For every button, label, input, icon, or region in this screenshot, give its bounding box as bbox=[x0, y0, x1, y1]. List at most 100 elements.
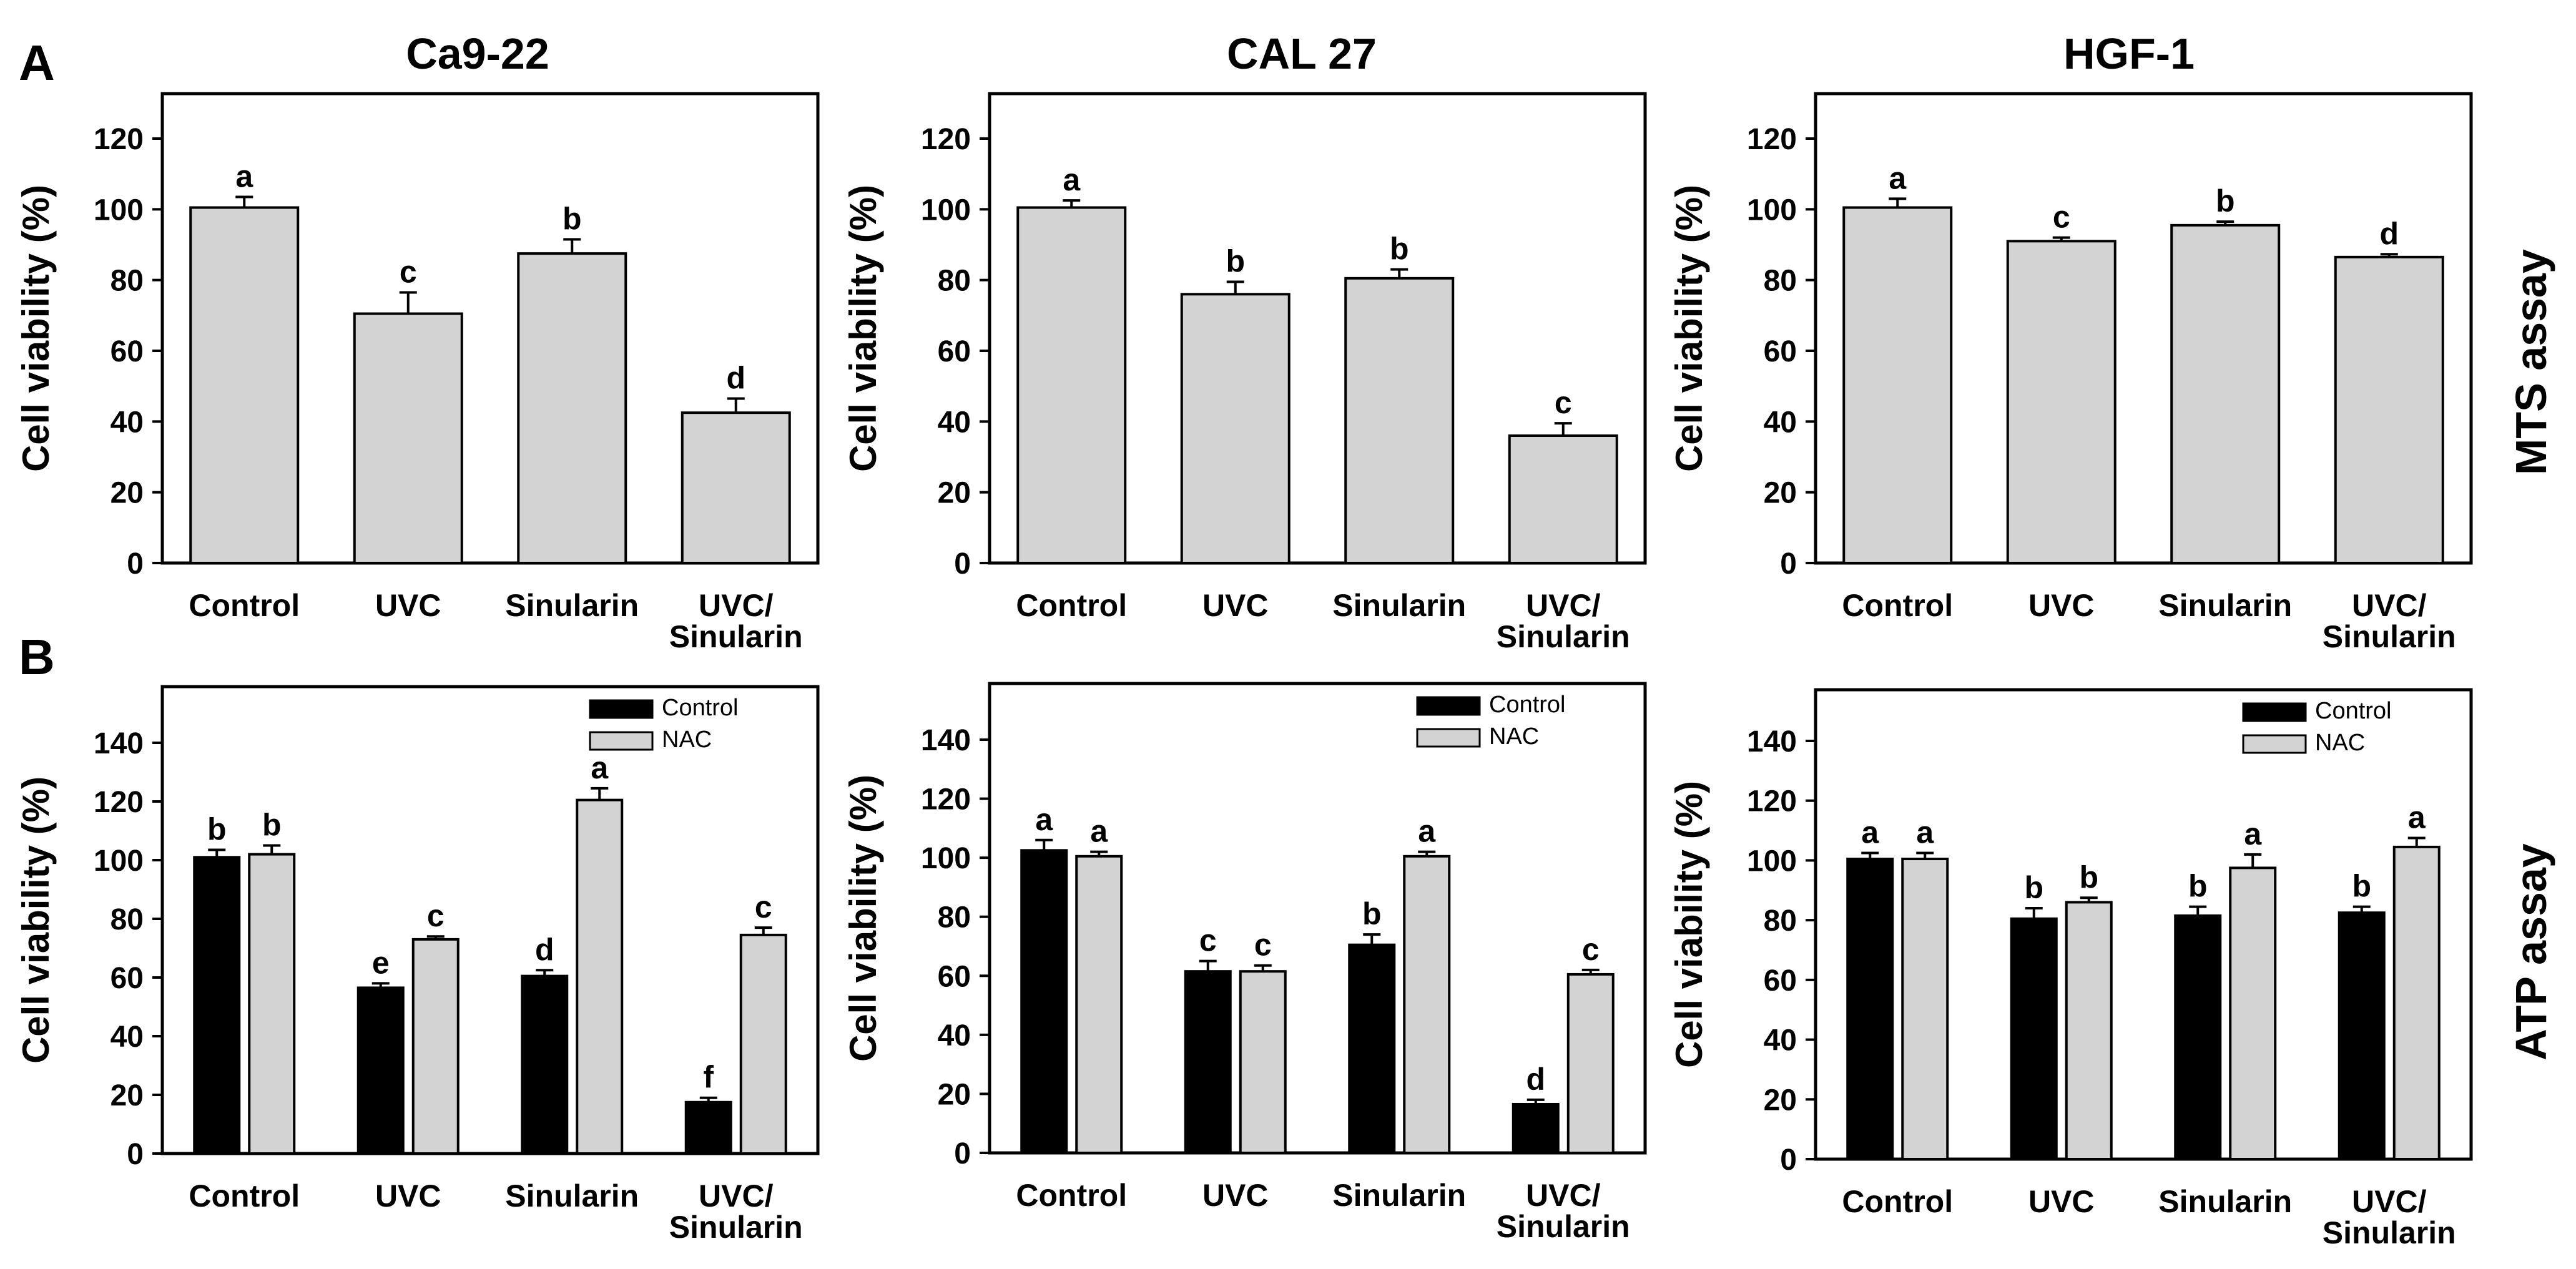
significance-label: a bbox=[1916, 815, 1934, 850]
y-tick-label: 120 bbox=[94, 123, 144, 156]
bar-nac-4 bbox=[739, 933, 787, 1155]
significance-label: a bbox=[2408, 800, 2426, 835]
significance-label: b bbox=[1390, 232, 1409, 267]
legend-label-control: Control bbox=[2315, 698, 2392, 724]
category-label: UVC bbox=[1202, 588, 1269, 623]
column-title-cal27: CAL 27 bbox=[1227, 29, 1377, 78]
y-tick-label: 100 bbox=[921, 842, 971, 875]
y-tick-label: 60 bbox=[111, 335, 144, 368]
y-tick-label: 0 bbox=[1780, 1144, 1797, 1177]
bar-control-2 bbox=[1184, 970, 1232, 1154]
legend-swatch-control bbox=[1416, 696, 1481, 716]
category-label: UVC/Sinularin bbox=[2323, 588, 2456, 654]
significance-label: d bbox=[2379, 216, 2399, 251]
y-tick-label: 120 bbox=[1747, 785, 1797, 818]
significance-label: a bbox=[1063, 162, 1081, 197]
plot-frame bbox=[1814, 688, 2473, 1161]
y-tick-label: 20 bbox=[1764, 477, 1797, 510]
bar-nac-1 bbox=[248, 853, 296, 1155]
plot-frame bbox=[988, 92, 1647, 565]
significance-label: a bbox=[1035, 802, 1053, 837]
bar-viability-1 bbox=[1016, 206, 1127, 564]
significance-label: c bbox=[1582, 932, 1600, 967]
chart-3: 0 20 40 60 80 100 120 Cell viability (%) a Contro… bbox=[1668, 92, 2473, 654]
significance-label: a bbox=[1090, 814, 1108, 849]
category-label: Sinularin bbox=[2158, 1184, 2292, 1219]
bar-control-3 bbox=[521, 974, 569, 1155]
y-tick-label: 60 bbox=[1764, 335, 1797, 368]
y-tick-label: 20 bbox=[1764, 1084, 1797, 1117]
y-tick-label: 20 bbox=[111, 1079, 144, 1112]
significance-label: a bbox=[1861, 815, 1879, 850]
y-tick-label: 120 bbox=[921, 123, 971, 156]
category-label: Control bbox=[189, 1178, 300, 1213]
bar-control-1 bbox=[1020, 849, 1068, 1154]
y-tick-label: 100 bbox=[94, 845, 144, 878]
significance-label: a bbox=[235, 159, 253, 194]
plot-frame bbox=[1814, 92, 2473, 565]
y-tick-label: 0 bbox=[1780, 547, 1797, 581]
bar-viability-3 bbox=[517, 252, 627, 564]
significance-label: b bbox=[2079, 860, 2098, 894]
bar-nac-3 bbox=[1403, 855, 1451, 1154]
significance-label: d bbox=[535, 932, 554, 967]
significance-label: a bbox=[1418, 814, 1436, 849]
y-axis-label: Cell viability (%) bbox=[1668, 781, 1710, 1068]
bar-viability-1 bbox=[1842, 206, 1953, 564]
y-tick-label: 60 bbox=[938, 960, 971, 993]
bar-control-3 bbox=[2174, 914, 2222, 1160]
legend-label-nac: NAC bbox=[1489, 723, 1539, 750]
bar-viability-4 bbox=[1508, 434, 1618, 564]
significance-label: f bbox=[703, 1060, 714, 1095]
bar-control-1 bbox=[1846, 858, 1894, 1161]
bar-nac-3 bbox=[2229, 866, 2277, 1160]
significance-label: b bbox=[2352, 869, 2371, 904]
significance-label: c bbox=[1199, 923, 1217, 958]
significance-label: c bbox=[1254, 928, 1272, 963]
significance-label: d bbox=[1526, 1062, 1545, 1097]
chart-2: 0 20 40 60 80 100 120 Cell viability (%) a Contro… bbox=[842, 92, 1647, 654]
row-label-mts: MTS assay bbox=[2507, 249, 2555, 475]
significance-label: c bbox=[755, 889, 772, 924]
y-tick-label: 60 bbox=[111, 962, 144, 995]
category-label: UVC bbox=[375, 1178, 441, 1213]
column-title-hgf1: HGF-1 bbox=[2063, 29, 2195, 78]
legend-label-nac: NAC bbox=[2315, 730, 2365, 756]
y-tick-label: 80 bbox=[938, 265, 971, 298]
column-title-ca9-22: Ca9-22 bbox=[406, 29, 549, 78]
significance-label: b bbox=[563, 202, 582, 237]
legend-swatch-control bbox=[589, 699, 654, 719]
y-tick-label: 100 bbox=[94, 194, 144, 227]
bar-control-2 bbox=[356, 986, 405, 1155]
bar-viability-3 bbox=[1344, 277, 1455, 564]
category-label: UVC/Sinularin bbox=[1497, 1178, 1630, 1244]
significance-label: b bbox=[2188, 869, 2208, 904]
y-tick-label: 20 bbox=[938, 1078, 971, 1111]
bar-viability-2 bbox=[353, 312, 463, 564]
bar-nac-2 bbox=[1239, 970, 1287, 1154]
legend-swatch-nac bbox=[2242, 734, 2307, 754]
bar-control-1 bbox=[193, 856, 241, 1155]
category-label: Control bbox=[1842, 1184, 1953, 1219]
legend-swatch-control bbox=[2242, 702, 2307, 722]
significance-label: b bbox=[1226, 244, 1245, 279]
y-tick-label: 140 bbox=[921, 724, 971, 757]
category-label: Sinularin bbox=[1332, 1178, 1466, 1213]
bar-viability-4 bbox=[2334, 255, 2444, 564]
bar-control-4 bbox=[684, 1100, 732, 1155]
y-tick-label: 60 bbox=[938, 335, 971, 368]
chart-5: 0 20 40 60 80 100 120 140 Cell viability (%) a a Co… bbox=[842, 682, 1647, 1244]
category-label: Sinularin bbox=[2158, 588, 2292, 623]
y-tick-label: 140 bbox=[1747, 725, 1797, 758]
significance-label: b bbox=[2216, 184, 2235, 218]
y-tick-label: 0 bbox=[954, 1137, 971, 1170]
bar-viability-4 bbox=[681, 411, 791, 565]
chart-6: 0 20 40 60 80 100 120 140 Cell viability (%) a a Co… bbox=[1668, 688, 2473, 1250]
y-tick-label: 40 bbox=[938, 406, 971, 439]
y-tick-label: 40 bbox=[938, 1019, 971, 1052]
legend-label-nac: NAC bbox=[662, 727, 712, 753]
y-tick-label: 20 bbox=[938, 477, 971, 510]
panel-letter-a: A bbox=[19, 35, 55, 91]
bar-viability-2 bbox=[1180, 293, 1290, 564]
